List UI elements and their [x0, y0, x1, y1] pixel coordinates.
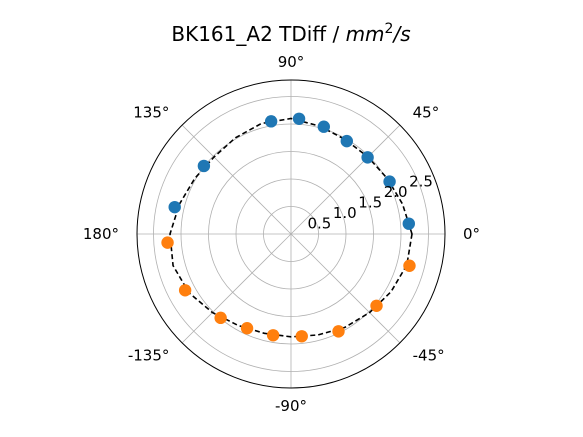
radial-tick-label: 2.5	[409, 172, 433, 190]
angular-gridline	[181, 124, 292, 235]
data-point-series-0-0	[402, 217, 415, 230]
data-point-series-0-8	[168, 200, 181, 214]
theta-tick-label: 135°	[133, 103, 169, 121]
radial-tick-label: 2.0	[384, 183, 408, 201]
chart-title-unit-base: mm	[346, 22, 385, 46]
theta-tick-label: 90°	[278, 53, 305, 71]
chart-title-prefix: BK161_A2 TDiff /	[171, 22, 345, 46]
data-point-series-0-5	[292, 112, 306, 125]
angular-gridline	[290, 124, 401, 235]
data-point-series-1-5	[295, 330, 308, 343]
data-point-series-1-1	[178, 284, 192, 297]
data-point-series-1-7	[370, 299, 383, 312]
angular-gridline	[181, 233, 292, 344]
chart-title: BK161_A2 TDiff / mm2/s	[171, 21, 410, 46]
theta-tick-label: -45°	[413, 347, 445, 365]
data-point-series-1-4	[266, 329, 280, 342]
data-point-series-1-3	[240, 322, 254, 335]
angular-gridline	[290, 233, 401, 344]
data-point-series-1-8	[403, 259, 416, 272]
fit-curve-layer	[169, 117, 413, 338]
data-point-series-1-2	[214, 311, 227, 325]
data-point-series-0-2	[361, 151, 374, 164]
data-points-layer	[161, 112, 416, 343]
theta-tick-label: -90°	[275, 397, 307, 415]
fit-curve-dashed	[169, 117, 413, 338]
data-point-series-0-4	[317, 120, 331, 133]
data-point-series-0-3	[340, 134, 354, 148]
polar-outer-spine	[136, 79, 446, 389]
theta-tick-label: 0°	[463, 225, 480, 243]
data-point-series-0-1	[383, 175, 396, 188]
radial-tick-label: 0.5	[307, 214, 331, 232]
data-point-series-0-7	[197, 159, 211, 173]
theta-tick-label: 180°	[83, 225, 119, 243]
theta-tick-label: -135°	[128, 347, 170, 365]
chart-title-unit-suffix: /s	[391, 22, 410, 46]
data-point-series-1-6	[332, 325, 345, 338]
theta-tick-label: 45°	[413, 103, 440, 121]
grid-layer	[136, 79, 446, 389]
data-point-series-0-6	[264, 115, 278, 128]
chart-title-unit-exponent: 2	[385, 21, 394, 37]
label-layer: BK161_A2 TDiff / mm2/s 0° 45° 90° 135° 180° -1…	[83, 21, 480, 415]
radial-tick-label: 1.5	[358, 193, 382, 211]
radial-tick-label: 1.0	[333, 204, 357, 222]
data-point-series-1-0	[161, 236, 174, 249]
